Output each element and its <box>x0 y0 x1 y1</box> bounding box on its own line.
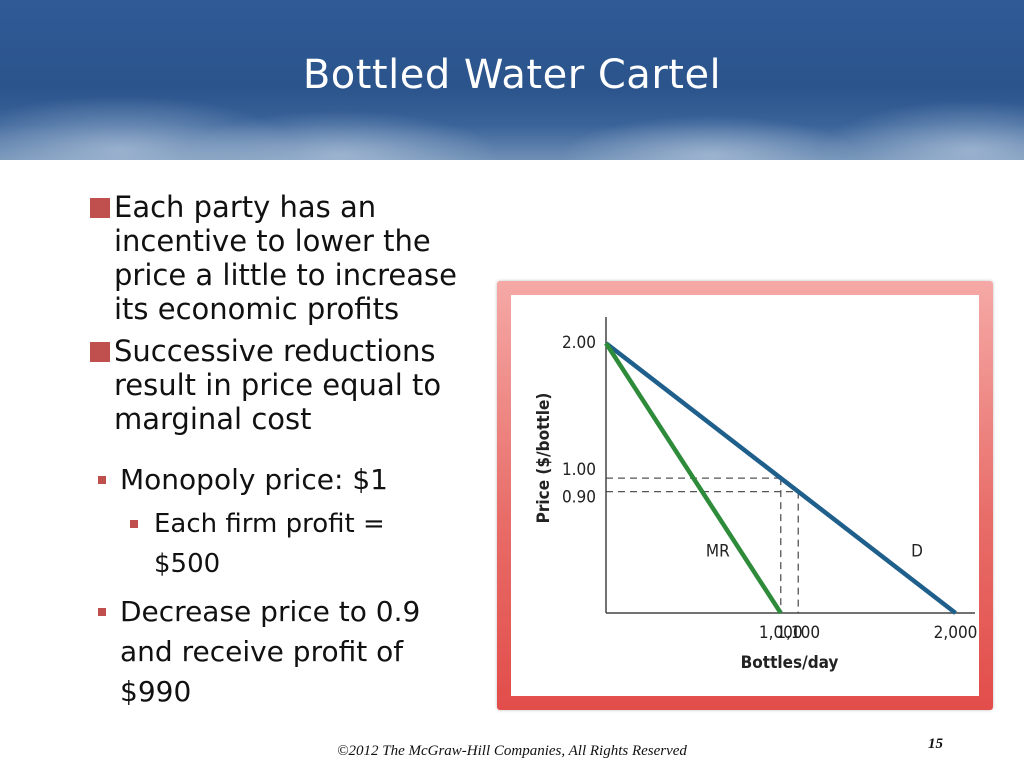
series-label-d: D <box>911 541 923 561</box>
bullet-text: Each party has an incentive to lower the… <box>114 190 457 326</box>
x-tick-label: 2,000 <box>934 623 978 643</box>
bullet-text: Successive reductions result in price eq… <box>114 334 442 436</box>
y-tick-label: 1.00 <box>562 460 596 480</box>
series-line-d <box>604 341 957 615</box>
sub-bullet-item: Decrease price to 0.9 and receive profit… <box>88 592 438 712</box>
sub-sub-bullet-text: Each firm profit = $500 <box>154 509 385 579</box>
y-tick-label: 0.90 <box>562 488 596 508</box>
chart-frame: D MR 2.00 1.00 0.90 1,000 1,100 2,000 Bottles/da… <box>497 281 993 710</box>
page-number: 15 <box>928 736 943 752</box>
copyright-footer: ©2012 The McGraw-Hill Companies, All Rig… <box>337 743 687 759</box>
x-tick-label: 1,000 <box>759 623 803 643</box>
cloud-decoration <box>560 115 860 160</box>
bullet-item: Successive reductions result in price eq… <box>88 334 488 436</box>
sub-bullet-text: Monopoly price: $1 <box>120 463 388 496</box>
bullet-item: Each party has an incentive to lower the… <box>88 190 488 326</box>
slide-title: Bottled Water Cartel <box>302 52 722 98</box>
y-axis-title: Price ($/bottle) <box>534 393 554 524</box>
x-tick-label: 1,100 <box>776 623 820 643</box>
y-tick-label: 2.00 <box>562 333 596 353</box>
x-axis-title: Bottles/day <box>741 653 839 673</box>
sub-bullet-square-icon <box>98 476 106 484</box>
cloud-decoration <box>820 100 1024 160</box>
sub-sub-bullet-square-icon <box>130 520 138 528</box>
bullet-square-icon <box>90 198 110 218</box>
series-line-mr <box>604 342 783 615</box>
bullet-square-icon <box>90 342 110 362</box>
series-label-mr: MR <box>706 541 730 561</box>
chart-panel: D MR 2.00 1.00 0.90 1,000 1,100 2,000 Bottles/da… <box>511 295 979 696</box>
sub-sub-bullet-item: Each firm profit = $500 <box>88 504 418 584</box>
slide-header: Bottled Water Cartel <box>0 0 1024 160</box>
bullet-list: Each party has an incentive to lower the… <box>88 190 488 712</box>
sub-bullet-item: Monopoly price: $1 <box>88 460 488 500</box>
sub-bullet-square-icon <box>98 608 106 616</box>
sub-bullet-text: Decrease price to 0.9 and receive profit… <box>120 595 421 708</box>
